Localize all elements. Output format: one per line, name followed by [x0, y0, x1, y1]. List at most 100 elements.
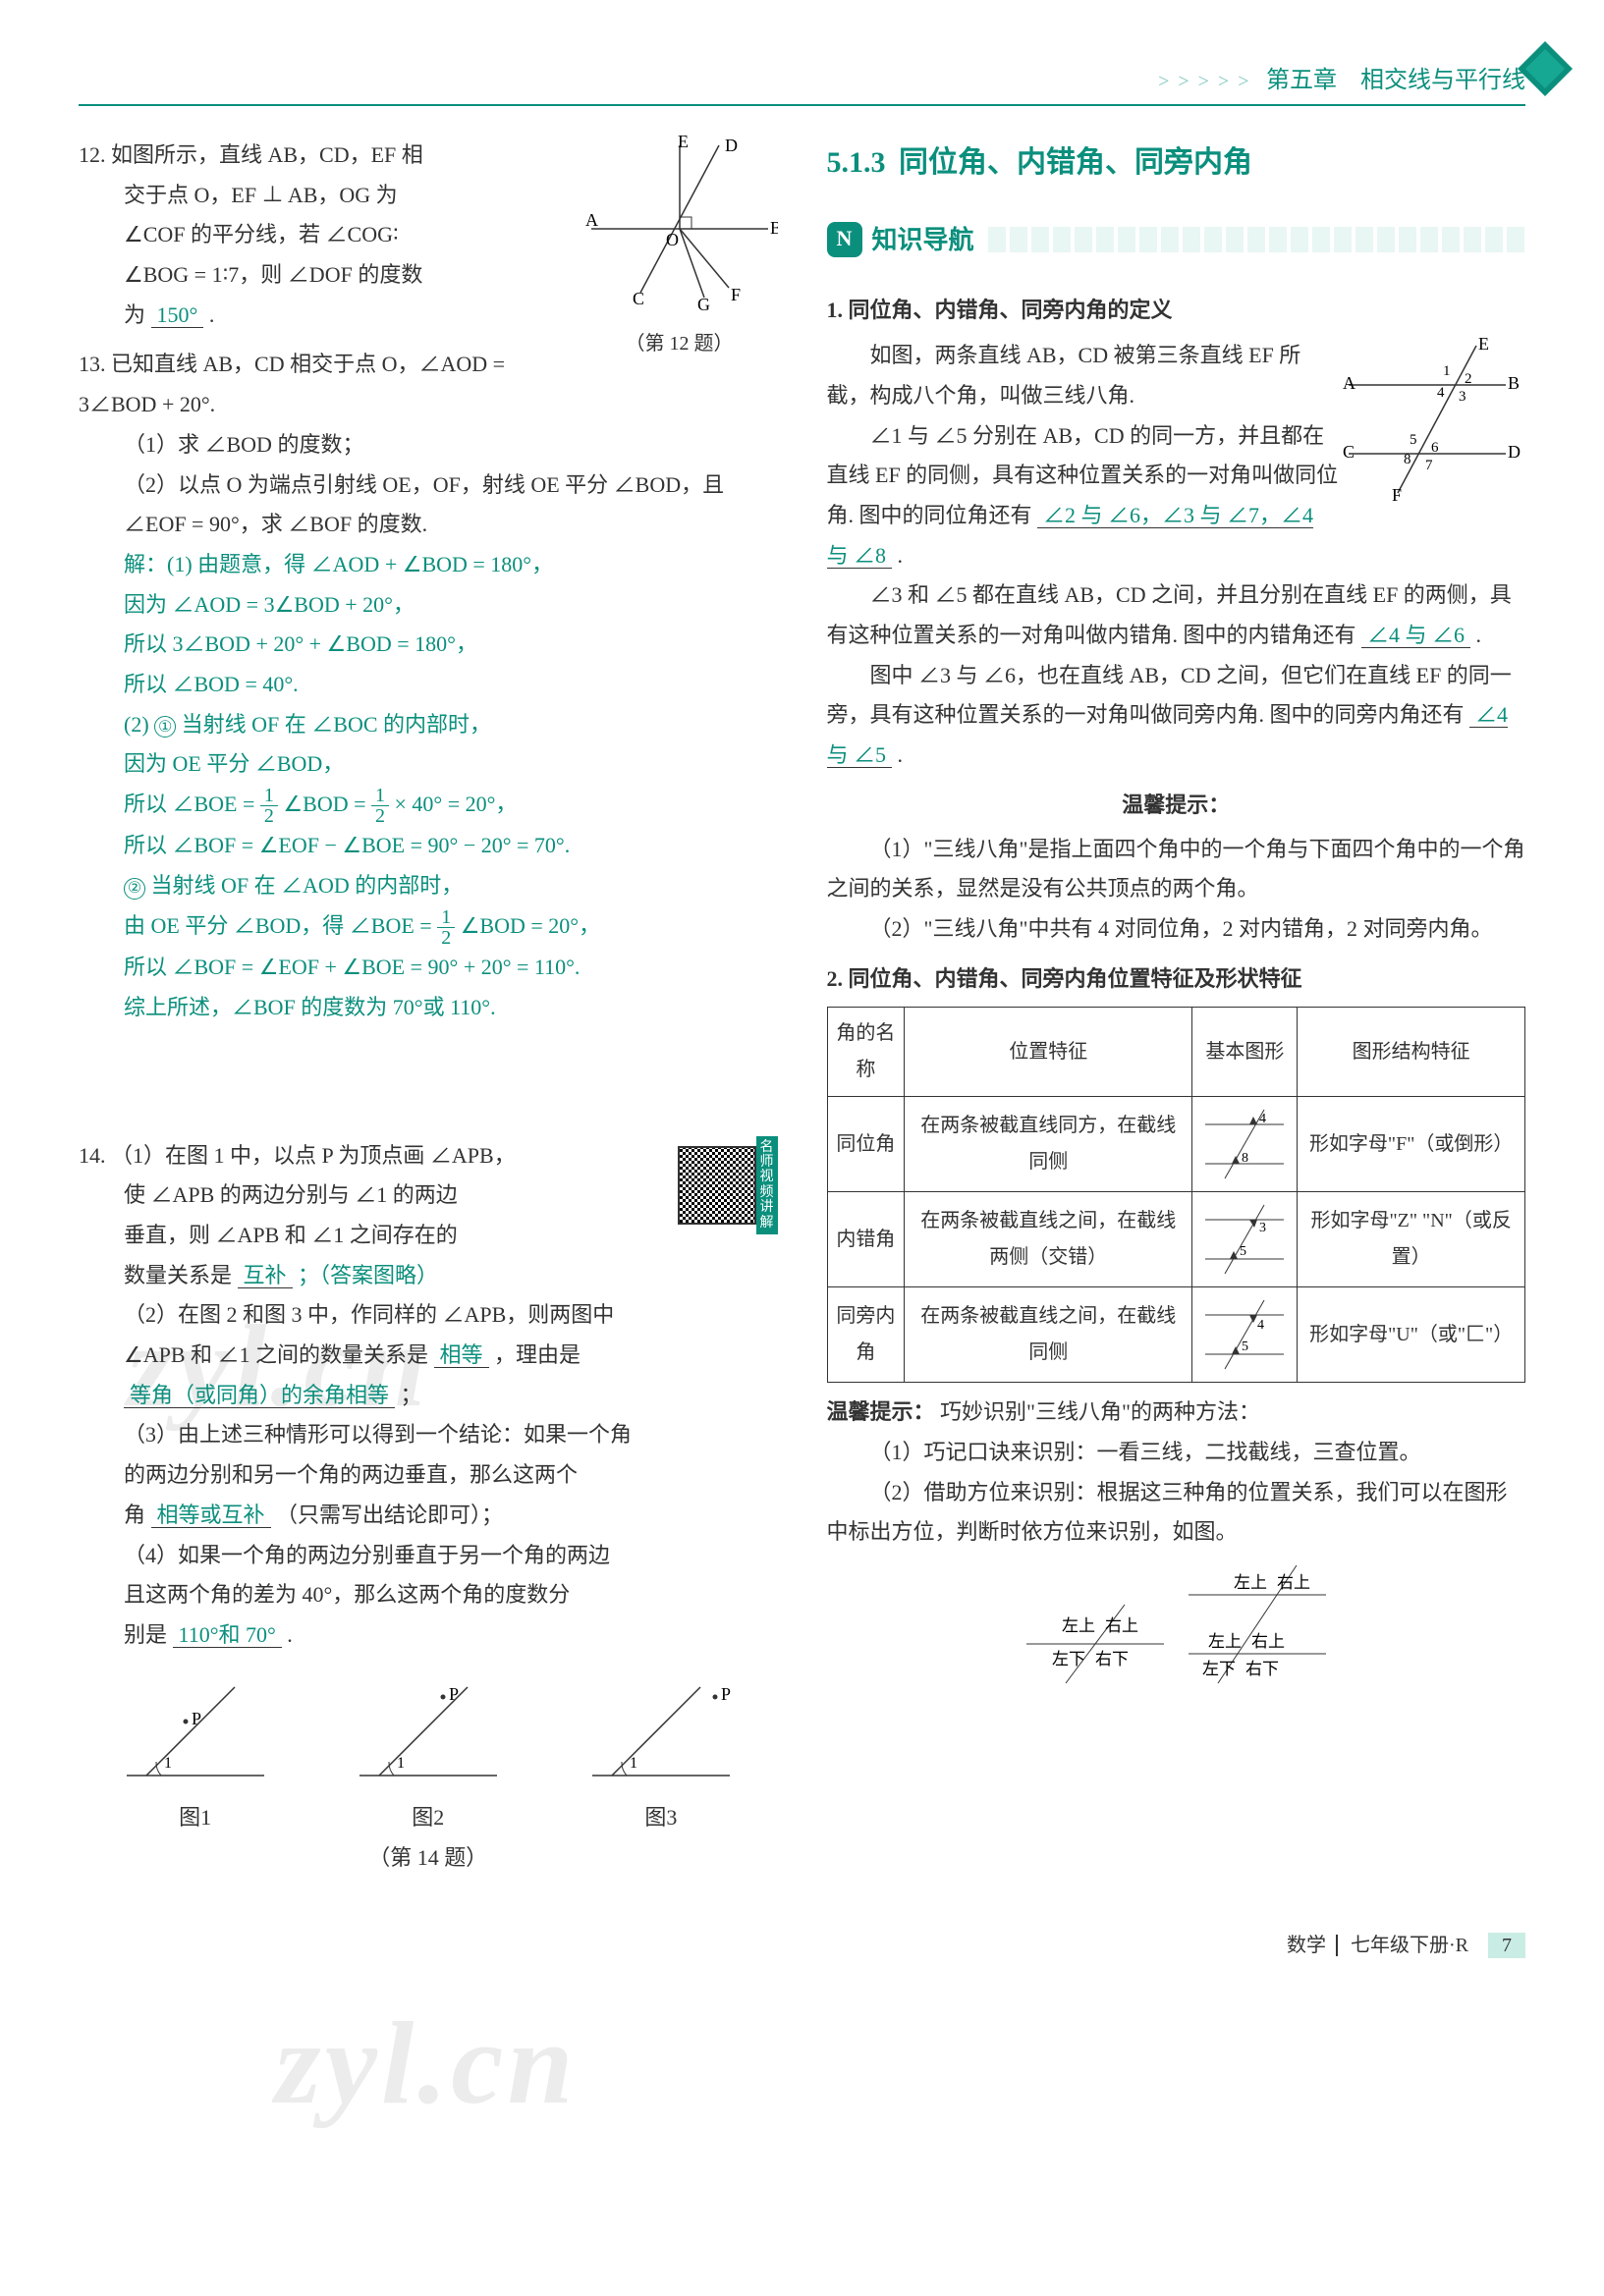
svg-text:F: F [731, 285, 741, 304]
sub1-title: 1. 同位角、内错角、同旁内角的定义 [827, 291, 1526, 331]
p13-sol-1: 因为 ∠AOD = 3∠BOD + 20°， [79, 585, 778, 626]
svg-text:左下: 左下 [1052, 1650, 1085, 1668]
problem-12-figure: ED AB OC GF （第 12 题） [581, 136, 778, 362]
problem-14: 名师视频讲解 14. （1）在图 1 中，以点 P 为顶点画 ∠APB， 使 ∠… [79, 1136, 778, 1879]
header-chevrons: > > > > > [1158, 71, 1250, 92]
p12-line-1: 交于点 O，EF ⊥ AB，OG 为 [79, 183, 398, 207]
p14-q1-3: 数量关系是 [79, 1263, 232, 1287]
p14-q3-tail: （只需写出结论即可）； [276, 1503, 503, 1527]
svg-text:右上: 右上 [1251, 1632, 1285, 1651]
footer-subject: 数学 [1287, 1935, 1338, 1956]
problem-12: ED AB OC GF （第 12 题） 12. 如图所示，直线 AB，CD，E… [79, 136, 778, 335]
p14-q1-tail: ；（答案图略） [298, 1263, 438, 1287]
svg-text:左上: 左上 [1234, 1573, 1267, 1592]
svg-text:1: 1 [397, 1755, 405, 1772]
watermark: zyl.cn [275, 1954, 577, 2172]
p12-answer: 150° [151, 302, 204, 328]
tip3-1: （1）巧记口诀来识别：一看三线，二找截线，三查位置。 [827, 1433, 1526, 1473]
qr-label: 名师视频讲解 [756, 1136, 778, 1234]
th-3: 图形结构特征 [1298, 1008, 1525, 1097]
svg-text:左下: 左下 [1202, 1660, 1236, 1678]
fig1-label: 图1 [117, 1798, 274, 1838]
svg-text:8: 8 [1242, 1151, 1248, 1166]
problem-14-number: 14. [79, 1143, 106, 1168]
nav-title: 知识导航 [872, 216, 974, 263]
tip-label-1: 温馨提示： [827, 786, 1526, 826]
p13-intro: 已知直线 AB，CD 相交于点 O，∠AOD = 3∠BOD + 20°. [79, 352, 505, 416]
footer-book: 七年级下册·R [1351, 1935, 1468, 1956]
svg-text:3: 3 [1259, 1221, 1266, 1235]
p13-sol-14: 综上所述，∠BOF 的度数为 70°或 110°. [79, 988, 778, 1028]
p13-sol-3: 所以 ∠BOD = 40°. [79, 665, 778, 705]
svg-text:右下: 右下 [1095, 1650, 1129, 1668]
svg-text:右上: 右上 [1105, 1616, 1138, 1635]
two-column-layout: ED AB OC GF （第 12 题） 12. 如图所示，直线 AB，CD，E… [79, 136, 1525, 1888]
svg-text:D: D [725, 136, 738, 155]
svg-text:4: 4 [1437, 385, 1445, 401]
svg-text:P: P [449, 1684, 459, 1704]
p13-q2: （2）以点 O 为端点引射线 OE，OF，射线 OE 平分 ∠BOD，且 ∠EO… [79, 465, 778, 545]
right-column: 5.1.3 同位角、内错角、同旁内角 N 知识导航 1. 同位角、内错角、同旁内… [827, 136, 1526, 1888]
svg-text:B: B [770, 218, 778, 238]
tip3-2: （2）借助方位来识别：根据这三种角的位置关系，我们可以在图形中标出方位，判断时依… [827, 1473, 1526, 1553]
knowledge-nav: N 知识导航 [827, 216, 1526, 263]
svg-text:2: 2 [1465, 371, 1472, 387]
p13-sol-0: 解：(1) 由题意，得 ∠AOD + ∠BOD = 180°， [79, 545, 778, 585]
table-row: 内错角 在两条被截直线之间，在截线两侧（交错） 35 形如字母"Z" "N"（或… [827, 1192, 1525, 1287]
p14-q1-0: （1）在图 1 中，以点 P 为顶点画 ∠APB， [111, 1143, 516, 1168]
svg-text:7: 7 [1425, 458, 1433, 473]
svg-text:1: 1 [1443, 363, 1451, 379]
svg-text:4: 4 [1257, 1318, 1264, 1333]
svg-text:8: 8 [1404, 452, 1411, 467]
p12-line-2: ∠COF 的平分线，若 ∠COG∶ [79, 222, 399, 246]
p14-q2-ans1: 相等 [434, 1342, 489, 1368]
svg-text:5: 5 [1410, 432, 1417, 448]
qr-block: 名师视频讲解 [678, 1136, 778, 1234]
svg-text:6: 6 [1431, 440, 1439, 456]
p14-figures: P 1 图1 P 1 图2 P 1 [79, 1667, 778, 1838]
p14-q4-0: （4）如果一个角的两边分别垂直于另一个角的两边 [124, 1543, 610, 1567]
problem-13: 13. 已知直线 AB，CD 相交于点 O，∠AOD = 3∠BOD + 20°… [79, 345, 778, 1027]
svg-text:右下: 右下 [1245, 1660, 1279, 1678]
p14-q4-1: 且这两个角的差为 40°，那么这两个角的度数分 [124, 1582, 570, 1607]
tip3-label: 温馨提示： [827, 1399, 935, 1424]
svg-text:P: P [721, 1684, 731, 1704]
p12-line-4: 为 [79, 302, 145, 327]
section-header: 5.1.3 同位角、内错角、同旁内角 [827, 136, 1526, 191]
p14-q3-1: 的两边分别和另一个角的两边垂直，那么这两个 [124, 1462, 578, 1487]
p13-sol-10: ② 当射线 OF 在 ∠AOD 的内部时， [79, 866, 778, 906]
angle-table: 角的名称 位置特征 基本图形 图形结构特征 同位角 在两条被截直线同方，在截线同… [827, 1007, 1526, 1383]
position-diagrams: 左上右上 左下右下 左上右上 左上右上 左下右下 [827, 1560, 1526, 1701]
nav-icon: N [827, 222, 862, 257]
p14-q4-ans: 110°和 70° [173, 1622, 282, 1648]
svg-text:O: O [666, 230, 679, 249]
svg-text:左上: 左上 [1062, 1616, 1095, 1635]
svg-text:3: 3 [1459, 389, 1466, 405]
table-row: 同位角 在两条被截直线同方，在截线同侧 48 形如字母"F"（或倒形） [827, 1097, 1525, 1192]
svg-text:B: B [1508, 373, 1520, 393]
sub1-para3: 图中 ∠3 与 ∠6，也在直线 AB，CD 之间，但它们在直线 EF 的同一旁，… [827, 663, 1512, 728]
p13-sol-4: (2) ① 当射线 OF 在 ∠BOC 的内部时， [79, 705, 778, 745]
eight-angle-figure: AB CD EF 12 34 56 78 [1339, 336, 1525, 517]
p13-sol-line-frac2: 由 OE 平分 ∠BOD，得 ∠BOE = 12 ∠BOD = 20°， [79, 906, 778, 948]
nav-stripe-icon [988, 227, 1525, 252]
p14-q1-1: 使 ∠APB 的两边分别与 ∠1 的两边 [79, 1182, 458, 1207]
p13-sol-2: 所以 3∠BOD + 20° + ∠BOD = 180°， [79, 625, 778, 665]
p14-q3-0: （3）由上述三种情形可以得到一个结论：如果一个角 [124, 1422, 632, 1447]
section-number: 5.1.3 [827, 146, 886, 179]
p14-q3-2: 角 [124, 1503, 145, 1527]
problem-12-number: 12. [79, 142, 106, 167]
tip3-intro: 巧妙识别"三线八角"的两种方法： [940, 1399, 1260, 1424]
svg-text:A: A [1343, 373, 1355, 393]
p14-q3-ans: 相等或互补 [151, 1503, 271, 1528]
p14-q2-1: ∠APB 和 ∠1 之间的数量关系是 [124, 1342, 428, 1367]
svg-text:D: D [1508, 442, 1521, 462]
svg-text:1: 1 [630, 1755, 637, 1772]
svg-text:E: E [678, 136, 689, 151]
sub1-ans2: ∠4 与 ∠6 [1361, 623, 1470, 648]
logo-diamond-icon [1516, 39, 1575, 98]
svg-text:5: 5 [1242, 1339, 1248, 1354]
p13-sol-5: 因为 OE 平分 ∠BOD， [79, 744, 778, 785]
page-header: > > > > > 第五章 相交线与平行线 shuxue [79, 59, 1525, 106]
qr-code-icon[interactable] [678, 1146, 756, 1225]
